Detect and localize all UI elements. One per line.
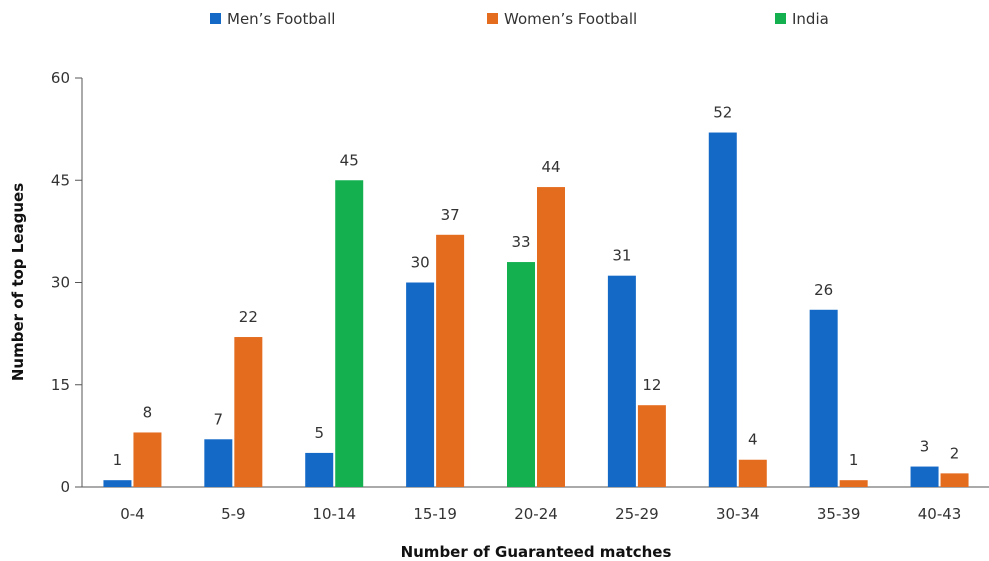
bar-men-s-football — [708, 132, 737, 488]
y-axis-title: Number of top Leagues — [9, 183, 27, 381]
bar-women-s-football — [637, 405, 666, 487]
y-tick-label: 0 — [60, 478, 70, 496]
bar-men-s-football — [305, 452, 334, 487]
legend-label-india: India — [792, 10, 829, 28]
bar-women-s-football — [436, 234, 465, 487]
bar-men-s-football — [910, 466, 939, 487]
x-tick-label: 0-4 — [120, 505, 145, 523]
bar-women-s-football — [234, 337, 263, 487]
bar-men-s-football — [103, 480, 132, 487]
y-tick-label: 45 — [51, 171, 70, 189]
data-label: 52 — [713, 104, 732, 122]
x-tick-label: 15-19 — [413, 505, 457, 523]
legend-swatch-men-s-football — [210, 13, 221, 24]
bar-men-s-football — [406, 282, 435, 487]
data-label: 8 — [143, 403, 153, 421]
data-label: 22 — [239, 308, 258, 326]
y-tick-label: 30 — [51, 274, 70, 292]
bar-women-s-football — [839, 480, 868, 487]
x-tick-label: 20-24 — [514, 505, 558, 523]
data-label: 26 — [814, 281, 833, 299]
x-tick-label: 30-34 — [716, 505, 760, 523]
x-tick-label: 40-43 — [918, 505, 962, 523]
bar-women-s-football — [940, 473, 969, 487]
y-tick-label: 15 — [51, 376, 70, 394]
x-axis-title: Number of Guaranteed matches — [401, 543, 672, 561]
data-label: 3 — [920, 438, 930, 456]
legend: Men’s Football Women’s Football India — [210, 10, 829, 28]
x-tick-label: 35-39 — [817, 505, 861, 523]
bar-men-s-football — [809, 309, 838, 487]
data-label: 12 — [642, 376, 661, 394]
data-label: 33 — [511, 233, 530, 251]
x-tick-label: 25-29 — [615, 505, 659, 523]
data-label: 44 — [541, 158, 560, 176]
data-label: 7 — [214, 410, 224, 428]
bars: 1 8 7 22 5 45 30 37 33 44 31 12 52 4 26 1 3 2 — [103, 104, 969, 488]
bar-women-s-football — [738, 459, 767, 487]
legend-swatch-india — [775, 13, 786, 24]
legend-label-men-s-football: Men’s Football — [227, 10, 335, 28]
data-label: 37 — [441, 206, 460, 224]
bar-india — [335, 180, 364, 487]
bar-men-s-football — [607, 275, 636, 487]
bar-men-s-football — [204, 439, 233, 487]
bar-women-s-football — [133, 432, 162, 487]
data-label: 1 — [113, 451, 123, 469]
data-label: 5 — [314, 424, 324, 442]
x-axis: 0-4 5-9 10-14 15-19 20-24 25-29 30-34 35-39 40-4… — [82, 486, 989, 523]
x-tick-label: 5-9 — [221, 505, 246, 523]
bar-women-s-football — [537, 187, 565, 488]
data-label: 31 — [612, 247, 631, 265]
bar-india — [507, 262, 535, 487]
data-label: 2 — [950, 444, 960, 462]
legend-swatch-women-s-football — [487, 13, 498, 24]
legend-label-women-s-football: Women’s Football — [504, 10, 637, 28]
data-label: 1 — [849, 451, 859, 469]
x-tick-label: 10-14 — [312, 505, 356, 523]
data-label: 45 — [340, 151, 359, 169]
data-label: 30 — [411, 254, 430, 272]
data-label: 4 — [748, 431, 758, 449]
y-axis: 0 15 30 45 60 — [51, 69, 83, 496]
y-tick-label: 60 — [51, 69, 70, 87]
